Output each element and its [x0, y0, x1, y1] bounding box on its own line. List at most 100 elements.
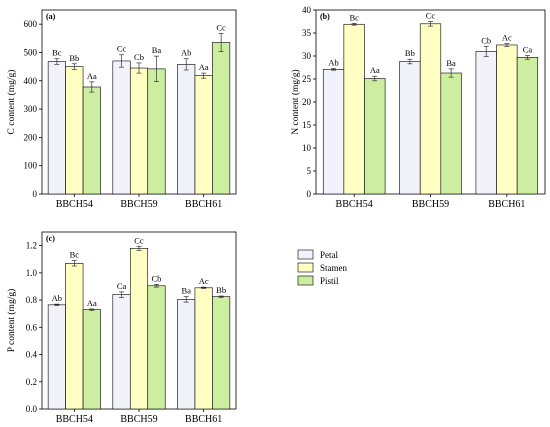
panel-c: (c) 0.0 0.2 0.4 0.6 0.8 1.0 1.2 P content (mg/g)…	[6, 231, 237, 425]
bar-pistil	[212, 296, 231, 410]
significance-label: Bb	[405, 48, 415, 58]
significance-label: Aa	[87, 71, 97, 81]
significance-label: Cc	[134, 235, 144, 245]
panel-label: (a)	[46, 12, 56, 21]
bar-stamen	[194, 75, 213, 195]
panel-a: (a) 0 100 200 300 400 500 600 C content (mg/g) BB…	[6, 9, 237, 210]
bar-stamen	[129, 67, 149, 195]
significance-label: Ba	[181, 286, 191, 296]
panel-label: (c)	[46, 234, 55, 243]
x-tick-label: BBCH54	[56, 199, 93, 210]
y-tick-label: 1.0	[26, 268, 38, 278]
bar-stamen	[65, 263, 84, 410]
x-tick-label: BBCH59	[120, 199, 157, 210]
x-tick-label: BBCH61	[488, 199, 525, 210]
bar-stamen	[419, 23, 442, 195]
y-tick-label: 20	[302, 97, 312, 107]
legend-label: Pistil	[320, 276, 339, 286]
significance-label: Ac	[502, 33, 512, 43]
significance-label: Aa	[370, 65, 380, 75]
y-tick-label: 500	[24, 47, 38, 57]
y-tick-label: 0.4	[26, 350, 38, 360]
y-tick-label: 15	[302, 120, 312, 130]
significance-label: Ba	[446, 58, 456, 68]
bar-pistil	[516, 57, 539, 195]
y-axis-title: N content (mg/g)	[290, 69, 301, 134]
significance-label: Bb	[69, 53, 79, 63]
y-tick-label: 200	[24, 132, 38, 142]
bar-stamen	[194, 287, 213, 410]
bar-petal	[47, 304, 66, 410]
significance-label: Cc	[426, 11, 436, 21]
legend: Petal Stamen Pistil	[297, 249, 347, 286]
panel-b: (b) 0 5 10 15 20 25 30 35 40 N content (mg/g) BBCH5…	[290, 5, 546, 210]
bar-petal	[399, 61, 421, 195]
significance-label: Ba	[152, 45, 162, 55]
significance-label: Ab	[328, 57, 338, 67]
y-tick-label: 0	[307, 189, 312, 199]
significance-label: Cb	[151, 273, 161, 283]
y-axis-title: P content (mg/g)	[6, 289, 17, 353]
significance-label: Cc	[216, 22, 226, 32]
bar-pistil	[82, 86, 101, 195]
bar-stamen	[343, 23, 365, 195]
significance-label: Ab	[181, 48, 191, 58]
significance-label: Bc	[70, 250, 80, 260]
x-tick-label: BBCH54	[336, 199, 373, 210]
bar-pistil	[364, 78, 386, 195]
x-tick-label: BBCH59	[120, 414, 157, 425]
y-tick-label: 0.2	[26, 377, 37, 387]
y-tick-label: 35	[302, 28, 312, 38]
x-tick-label: BBCH59	[412, 199, 449, 210]
significance-label: Aa	[199, 62, 209, 72]
y-axis-title: C content (mg/g)	[6, 70, 17, 135]
significance-label: Bc	[52, 48, 62, 58]
significance-label: Ac	[199, 276, 209, 286]
significance-label: Aa	[87, 298, 97, 308]
y-tick-label: 400	[24, 76, 38, 86]
significance-label: Cc	[117, 44, 127, 54]
significance-label: Ca	[523, 45, 533, 55]
bar-petal	[177, 64, 196, 195]
bar-stamen	[496, 44, 518, 195]
bar-pistil	[212, 42, 231, 195]
x-tick-label: BBCH61	[185, 414, 222, 425]
bar-pistil	[147, 68, 166, 195]
y-tick-label: 10	[302, 143, 312, 153]
legend-swatch	[297, 275, 314, 286]
significance-label: Cb	[481, 35, 491, 45]
y-tick-label: 1.2	[26, 241, 37, 251]
significance-label: Ab	[52, 293, 62, 303]
y-tick-label: 30	[302, 51, 312, 61]
bar-stamen	[129, 248, 149, 410]
significance-label: Bc	[349, 12, 359, 22]
y-tick-label: 100	[24, 161, 38, 171]
legend-label: Stamen	[320, 263, 347, 273]
legend-swatch	[297, 262, 314, 273]
x-tick-label: BBCH61	[185, 199, 222, 210]
y-tick-label: 0.8	[26, 295, 38, 305]
y-tick-label: 40	[302, 5, 312, 15]
y-tick-label: 5	[307, 166, 312, 176]
bar-petal	[322, 69, 345, 195]
bar-petal	[112, 60, 131, 195]
x-tick-label: BBCH54	[56, 414, 93, 425]
bar-pistil	[440, 72, 462, 195]
significance-label: Cb	[134, 52, 144, 62]
y-tick-label: 300	[24, 104, 38, 114]
y-tick-label: 25	[302, 74, 312, 84]
significance-label: Ca	[117, 281, 127, 291]
y-tick-label: 600	[24, 19, 38, 29]
bar-petal	[177, 299, 196, 410]
y-tick-label: 0.0	[26, 404, 38, 414]
bar-petal	[475, 51, 497, 195]
panel-label: (b)	[320, 12, 330, 21]
legend-label: Petal	[320, 250, 338, 260]
significance-label: Bb	[216, 285, 226, 295]
bar-petal	[47, 61, 66, 195]
bar-stamen	[65, 66, 84, 195]
y-tick-label: 0	[33, 189, 38, 199]
legend-swatch	[297, 249, 314, 260]
bar-pistil	[82, 309, 101, 410]
